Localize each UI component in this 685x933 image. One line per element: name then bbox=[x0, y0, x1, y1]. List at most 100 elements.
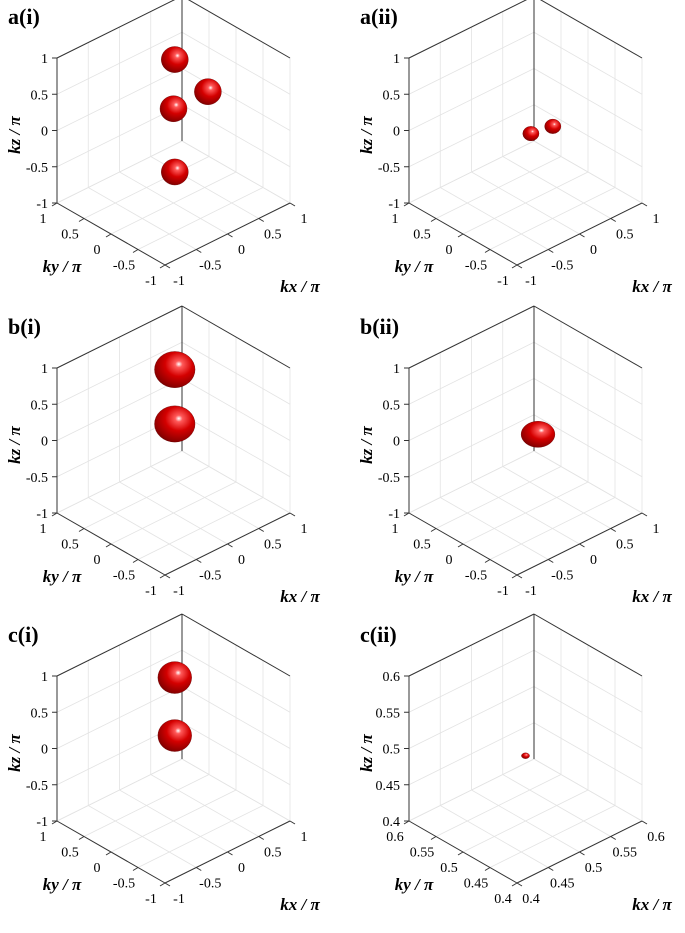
isosurface-blob bbox=[522, 126, 540, 142]
z-tick-label: 0.5 bbox=[383, 88, 401, 103]
y-tick-label: 0.5 bbox=[413, 228, 431, 243]
y-tick-label: -0.5 bbox=[113, 259, 135, 274]
y-tick-mark bbox=[484, 867, 491, 871]
x-axis-title: kx / π bbox=[632, 277, 672, 296]
grid-line bbox=[533, 378, 643, 441]
z-tick-label: 0 bbox=[41, 125, 48, 140]
axis-line bbox=[408, 305, 535, 369]
axis-line bbox=[408, 0, 528, 59]
panel-label: a(i) bbox=[8, 4, 40, 29]
axis-line bbox=[181, 305, 291, 369]
isosurface-blob bbox=[521, 752, 530, 759]
panel-label: a(ii) bbox=[360, 4, 398, 29]
y-tick-label: 0.4 bbox=[494, 892, 512, 907]
panel-label: c(ii) bbox=[360, 622, 397, 647]
y-tick-label: 0 bbox=[446, 243, 453, 258]
grid-line bbox=[83, 774, 210, 837]
z-tick-label: 0 bbox=[41, 435, 48, 450]
y-tick-mark bbox=[105, 851, 112, 856]
grid-line bbox=[462, 481, 589, 545]
z-tick-label: 0.5 bbox=[383, 743, 401, 758]
y-tick-mark bbox=[132, 249, 139, 253]
z-tick-label: 0.5 bbox=[31, 398, 49, 413]
x-tick-label: 1 bbox=[301, 522, 308, 537]
y-axis-title: ky / π bbox=[43, 567, 82, 586]
y-tick-label: 0 bbox=[94, 243, 101, 258]
x-tick-mark bbox=[195, 249, 202, 253]
grid-line bbox=[110, 789, 237, 853]
grid-line bbox=[110, 171, 237, 235]
x-tick-mark bbox=[164, 574, 171, 579]
z-tick-label: 0 bbox=[393, 125, 400, 140]
x-tick-mark bbox=[641, 820, 648, 825]
y-tick-label: 0.5 bbox=[413, 538, 431, 553]
grid-line bbox=[408, 649, 535, 713]
x-tick-label: -0.5 bbox=[551, 259, 573, 274]
y-tick-label: -1 bbox=[145, 892, 157, 907]
grid-line bbox=[502, 156, 611, 219]
x-tick-label: 0 bbox=[238, 553, 245, 568]
grid-line bbox=[181, 140, 291, 204]
y-tick-label: 1 bbox=[392, 212, 399, 227]
y-tick-mark bbox=[511, 882, 518, 887]
y-tick-label: 0 bbox=[446, 553, 453, 568]
z-tick-label: 0.5 bbox=[383, 398, 401, 413]
grid-line bbox=[181, 341, 291, 405]
x-tick-mark bbox=[579, 233, 585, 238]
x-tick-mark bbox=[610, 218, 617, 222]
z-tick-label: -1 bbox=[388, 507, 400, 522]
grid-line bbox=[56, 378, 183, 441]
grid-line bbox=[56, 68, 183, 131]
grid-line bbox=[533, 68, 643, 131]
x-tick-label: -1 bbox=[525, 584, 537, 599]
x-tick-mark bbox=[610, 836, 617, 840]
y-tick-label: -0.5 bbox=[113, 569, 135, 584]
y-tick-mark bbox=[484, 559, 491, 563]
grid-line bbox=[181, 68, 291, 131]
x-tick-label: 0.6 bbox=[647, 830, 665, 845]
x-tick-mark bbox=[227, 233, 233, 238]
y-tick-label: 1 bbox=[40, 522, 47, 537]
y-tick-label: -0.5 bbox=[465, 569, 487, 584]
isosurface-blob bbox=[157, 661, 192, 694]
z-tick-label: 1 bbox=[41, 362, 48, 377]
x-tick-mark bbox=[579, 543, 585, 548]
grid-line bbox=[502, 466, 611, 529]
x-tick-label: 0.5 bbox=[264, 846, 282, 861]
y-tick-label: 0.5 bbox=[61, 228, 79, 243]
isosurface-blob bbox=[159, 95, 188, 122]
x-tick-label: -0.5 bbox=[199, 569, 221, 584]
panel-label: b(i) bbox=[8, 314, 41, 339]
x-axis-title: kx / π bbox=[632, 587, 672, 606]
z-tick-label: 0.45 bbox=[376, 779, 401, 794]
x-tick-label: 0.5 bbox=[616, 538, 634, 553]
x-tick-label: 0.55 bbox=[613, 846, 638, 861]
grid-line bbox=[408, 68, 535, 131]
z-axis-title: kz / π bbox=[357, 733, 376, 771]
z-tick-label: 1 bbox=[41, 670, 48, 685]
grid-line bbox=[533, 140, 643, 204]
z-tick-label: 0.4 bbox=[383, 815, 401, 830]
x-tick-mark bbox=[516, 264, 523, 269]
y-tick-mark bbox=[511, 264, 518, 269]
x-axis-title: kx / π bbox=[280, 895, 320, 914]
y-tick-label: 0.45 bbox=[464, 877, 489, 892]
x-tick-label: -0.5 bbox=[199, 877, 221, 892]
x-tick-mark bbox=[258, 836, 265, 840]
grid-line bbox=[533, 758, 643, 822]
x-tick-label: -1 bbox=[173, 584, 185, 599]
grid-line bbox=[150, 466, 259, 529]
grid-line bbox=[56, 686, 183, 749]
y-tick-mark bbox=[430, 218, 437, 222]
y-tick-label: -1 bbox=[497, 584, 509, 599]
x-tick-mark bbox=[164, 264, 171, 269]
y-tick-label: 0.6 bbox=[386, 830, 404, 845]
y-tick-label: -1 bbox=[145, 584, 157, 599]
grid-line bbox=[181, 450, 291, 514]
grid-line bbox=[56, 140, 183, 204]
grid-line bbox=[56, 341, 183, 405]
y-tick-mark bbox=[159, 882, 166, 887]
z-tick-label: 1 bbox=[393, 362, 400, 377]
